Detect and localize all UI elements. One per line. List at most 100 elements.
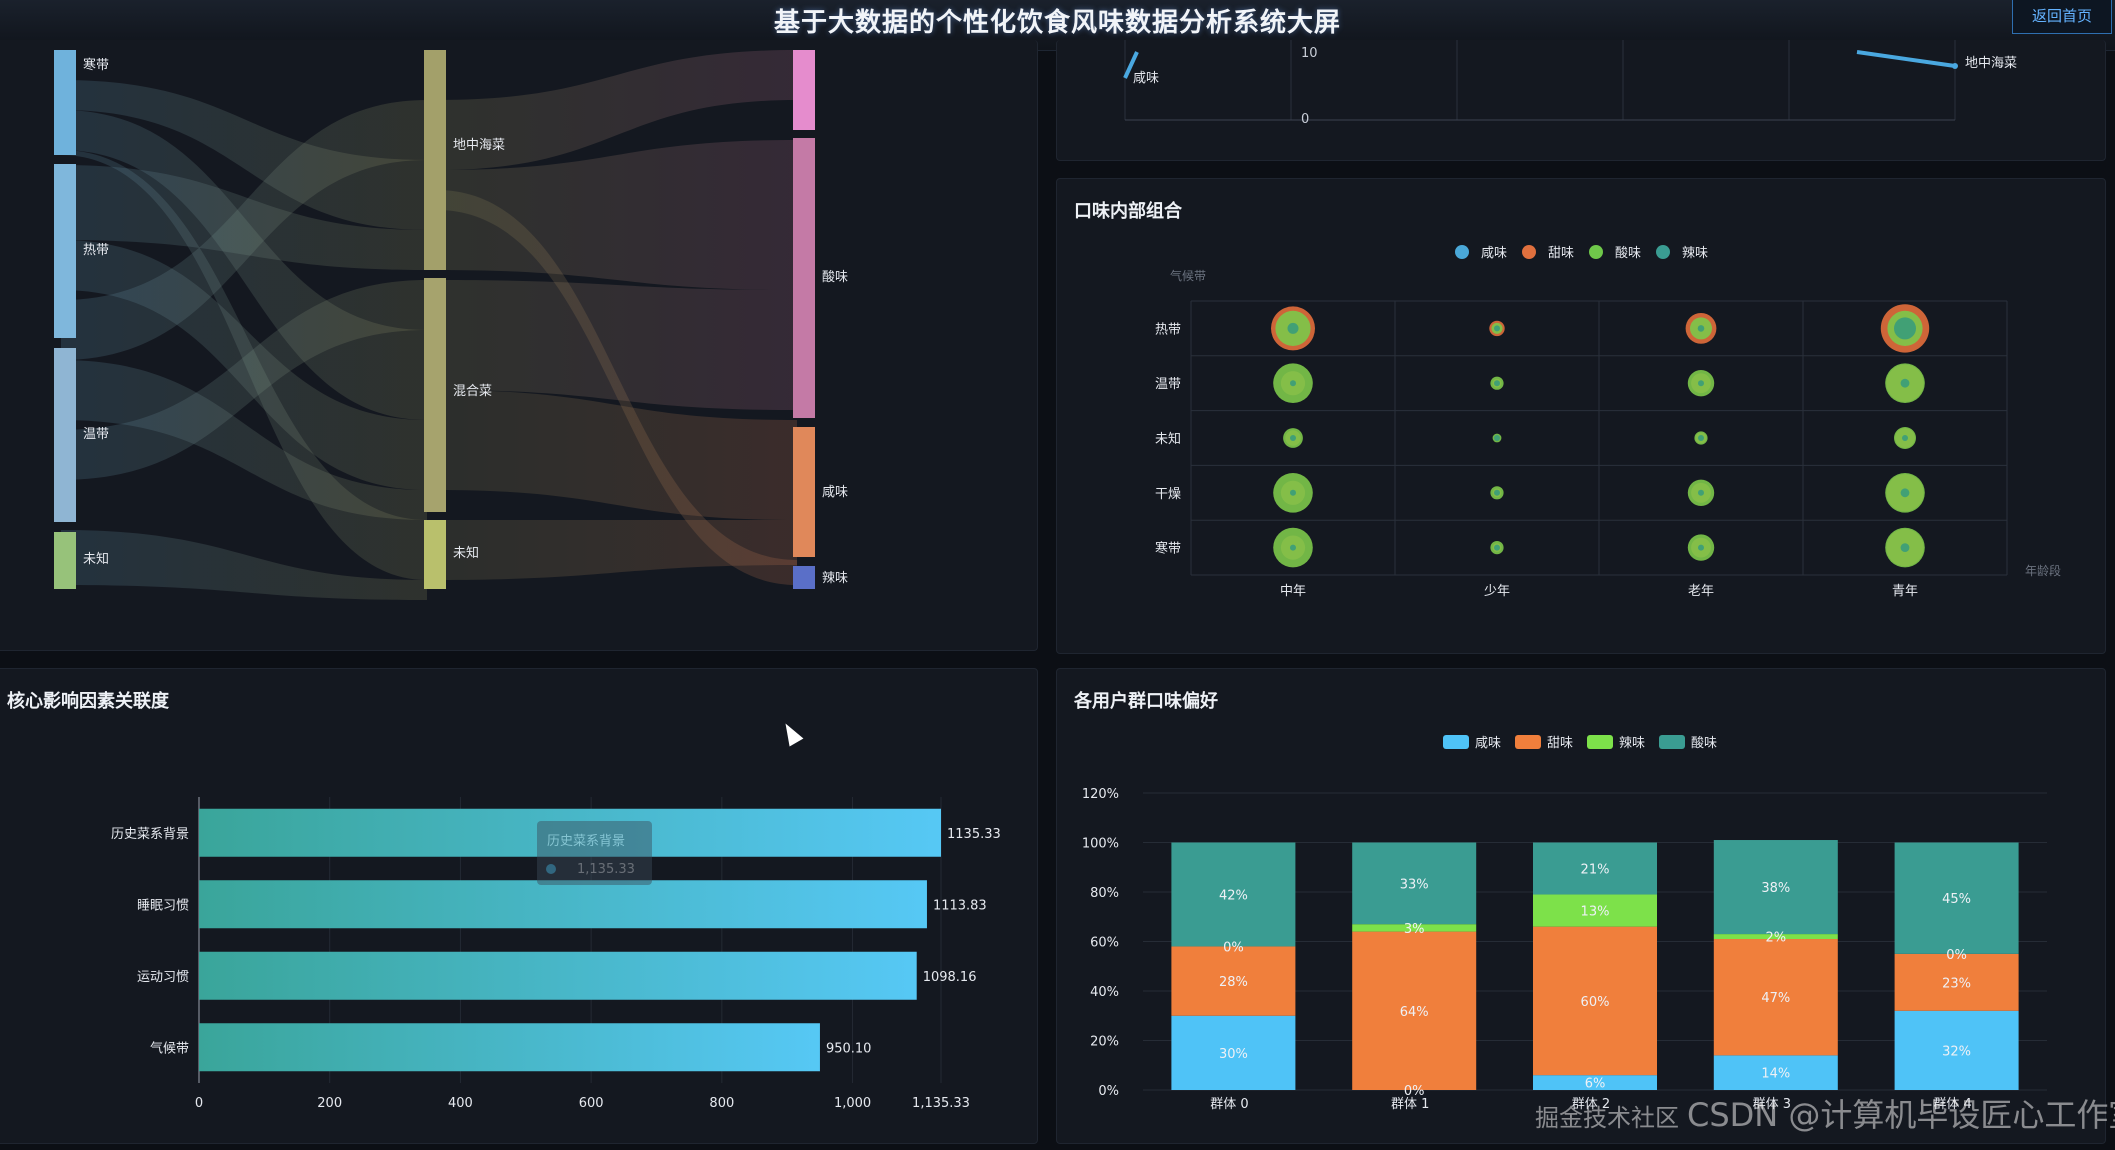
line-label-咸味: 咸味 xyxy=(1133,71,1159,86)
stack-segment-甜味[interactable] xyxy=(1171,946,1296,1016)
sankey-node-酸味 xyxy=(793,138,815,418)
sankey-node-辣味 xyxy=(793,566,815,589)
legend-label-辣味[interactable]: 辣味 xyxy=(1682,246,1708,261)
stack-segment-酸味[interactable] xyxy=(1171,842,1296,947)
stack-segment-咸味[interactable] xyxy=(1533,1075,1657,1090)
stack-value-label: 23% xyxy=(1942,976,1971,991)
stack-value-label: 0% xyxy=(1946,948,1967,963)
bubble-辣味[interactable] xyxy=(1290,489,1296,496)
stack-legend-咸味[interactable]: 咸味 xyxy=(1475,736,1501,751)
sankey-node-温带 xyxy=(54,348,76,522)
group-stack-chart: 咸味 甜味 辣味 酸味 120% 100% 80% 60% 40% 20% 0% 30% 28%… xyxy=(1082,735,2047,1112)
legend-swatch-辣味 xyxy=(1587,735,1613,749)
bubble-辣味[interactable] xyxy=(1894,317,1916,340)
stack-value-label: 3% xyxy=(1404,922,1425,937)
stack-y-tick: 0% xyxy=(1098,1084,1119,1099)
tooltip-label: 历史菜系背景 xyxy=(547,834,625,849)
hbar-x-tick: 400 xyxy=(448,1096,473,1111)
bubble-辣味[interactable] xyxy=(1902,435,1908,441)
stack-segment-酸味[interactable] xyxy=(1894,842,2019,954)
stack-value-label: 32% xyxy=(1942,1044,1971,1059)
legend-label-甜味[interactable]: 甜味 xyxy=(1548,245,1574,261)
legend-swatch-酸味 xyxy=(1659,735,1685,749)
group-stack-panel: 各用户群口味偏好 咸味 甜味 辣味 酸味 120% 100% 80% 60% 40% 20… xyxy=(1056,668,2106,1144)
bubble-legend: 咸味 甜味 酸味 辣味 xyxy=(1455,245,1708,261)
sankey-panel: 寒带 热带 温带 未知 地中海菜 混合菜 未知 酸味 咸味 辣味 xyxy=(0,40,1038,651)
bubble-y-tick: 热带 xyxy=(1155,322,1181,337)
sankey-label-温带: 温带 xyxy=(83,427,109,442)
line-label-地中海菜: 地中海菜 xyxy=(1965,56,2017,71)
bubble-辣味[interactable] xyxy=(1698,544,1704,551)
stack-value-label: 14% xyxy=(1761,1067,1790,1082)
bubble-辣味[interactable] xyxy=(1494,380,1500,387)
bubble-x-tick: 青年 xyxy=(1892,584,1918,599)
stack-value-label: 42% xyxy=(1219,888,1248,903)
stack-value-label: 45% xyxy=(1942,892,1971,907)
bubble-辣味[interactable] xyxy=(1287,322,1299,334)
stack-segment-甜味[interactable] xyxy=(1352,931,1477,1090)
stack-value-label: 28% xyxy=(1219,975,1248,990)
stack-value-label: 0% xyxy=(1404,1084,1425,1099)
stack-segment-咸味[interactable] xyxy=(1894,1010,2019,1090)
sankey-label-咸味: 咸味 xyxy=(822,485,848,500)
bubble-辣味[interactable] xyxy=(1697,325,1705,332)
stack-value-label: 30% xyxy=(1219,1047,1248,1062)
sankey-label-地中海菜: 地中海菜 xyxy=(453,138,505,153)
stack-segment-酸味[interactable] xyxy=(1713,840,1838,935)
hbar-bar[interactable] xyxy=(199,951,917,1000)
stack-x-tick: 群体 3 xyxy=(1753,1097,1791,1112)
legend-label-咸味[interactable]: 咸味 xyxy=(1481,246,1507,261)
stack-value-label: 2% xyxy=(1765,931,1786,946)
stack-segment-辣味[interactable] xyxy=(1533,894,1657,927)
hbar-value-label: 1113.83 xyxy=(933,898,987,913)
sankey-label-寒带: 寒带 xyxy=(83,57,109,73)
stack-y-tick: 40% xyxy=(1090,985,1119,1000)
bubble-辣味[interactable] xyxy=(1900,378,1910,388)
stack-segment-甜味[interactable] xyxy=(1533,926,1657,1076)
hbar-bar[interactable] xyxy=(199,1023,820,1072)
stack-segment-甜味[interactable] xyxy=(1894,953,2019,1011)
bubble-辣味[interactable] xyxy=(1494,544,1500,551)
legend-label-酸味[interactable]: 酸味 xyxy=(1615,246,1641,261)
stack-segment-辣味[interactable] xyxy=(1713,934,1838,940)
bubble-辣味[interactable] xyxy=(1290,544,1296,551)
bubble-辣味[interactable] xyxy=(1900,543,1910,552)
bubble-辣味[interactable] xyxy=(1698,380,1704,387)
legend-dot-酸味 xyxy=(1589,245,1603,259)
bubble-辣味[interactable] xyxy=(1900,488,1910,498)
bubble-辣味[interactable] xyxy=(1290,380,1296,387)
stack-value-label: 64% xyxy=(1400,1005,1429,1020)
factor-bar-title: 核心影响因素关联度 xyxy=(7,691,169,712)
bubble-x-tick: 少年 xyxy=(1484,584,1510,599)
stack-value-label: 21% xyxy=(1581,862,1610,877)
bubble-辣味[interactable] xyxy=(1290,435,1296,441)
bubble-辣味[interactable] xyxy=(1698,435,1704,441)
stack-segment-甜味[interactable] xyxy=(1713,939,1838,1056)
bubble-辣味[interactable] xyxy=(1494,325,1500,332)
stack-segment-辣味[interactable] xyxy=(1352,924,1477,932)
bubble-辣味[interactable] xyxy=(1698,489,1704,496)
hbar-category-label: 历史菜系背景 xyxy=(111,827,189,842)
hbar-category-label: 气候带 xyxy=(150,1040,189,1056)
bubble-x-tick: 老年 xyxy=(1688,584,1714,599)
stack-segment-酸味[interactable] xyxy=(1352,842,1477,925)
stack-segment-咸味[interactable] xyxy=(1171,1015,1296,1090)
hbar-bar[interactable] xyxy=(199,808,941,857)
sankey-label-辣味: 辣味 xyxy=(822,571,848,586)
bubble-x-tick: 中年 xyxy=(1280,584,1306,599)
legend-dot-辣味 xyxy=(1656,245,1670,259)
stack-value-label: 38% xyxy=(1761,881,1790,896)
sankey-label-热带: 热带 xyxy=(83,243,109,258)
home-button[interactable]: 返回首页 xyxy=(2012,0,2112,34)
stack-segment-咸味[interactable] xyxy=(1713,1055,1838,1090)
stack-legend-辣味[interactable]: 辣味 xyxy=(1619,736,1645,751)
stack-segment-酸味[interactable] xyxy=(1533,842,1657,895)
bubble-辣味[interactable] xyxy=(1494,435,1500,441)
hbar-category-label: 运动习惯 xyxy=(137,969,189,985)
bubble-y-tick: 未知 xyxy=(1155,431,1181,447)
stack-legend-酸味[interactable]: 酸味 xyxy=(1691,736,1717,751)
stack-legend-甜味[interactable]: 甜味 xyxy=(1547,735,1573,751)
hbar-bar[interactable] xyxy=(199,880,927,929)
stack-x-tick: 群体 1 xyxy=(1391,1097,1429,1112)
bubble-辣味[interactable] xyxy=(1494,489,1500,496)
